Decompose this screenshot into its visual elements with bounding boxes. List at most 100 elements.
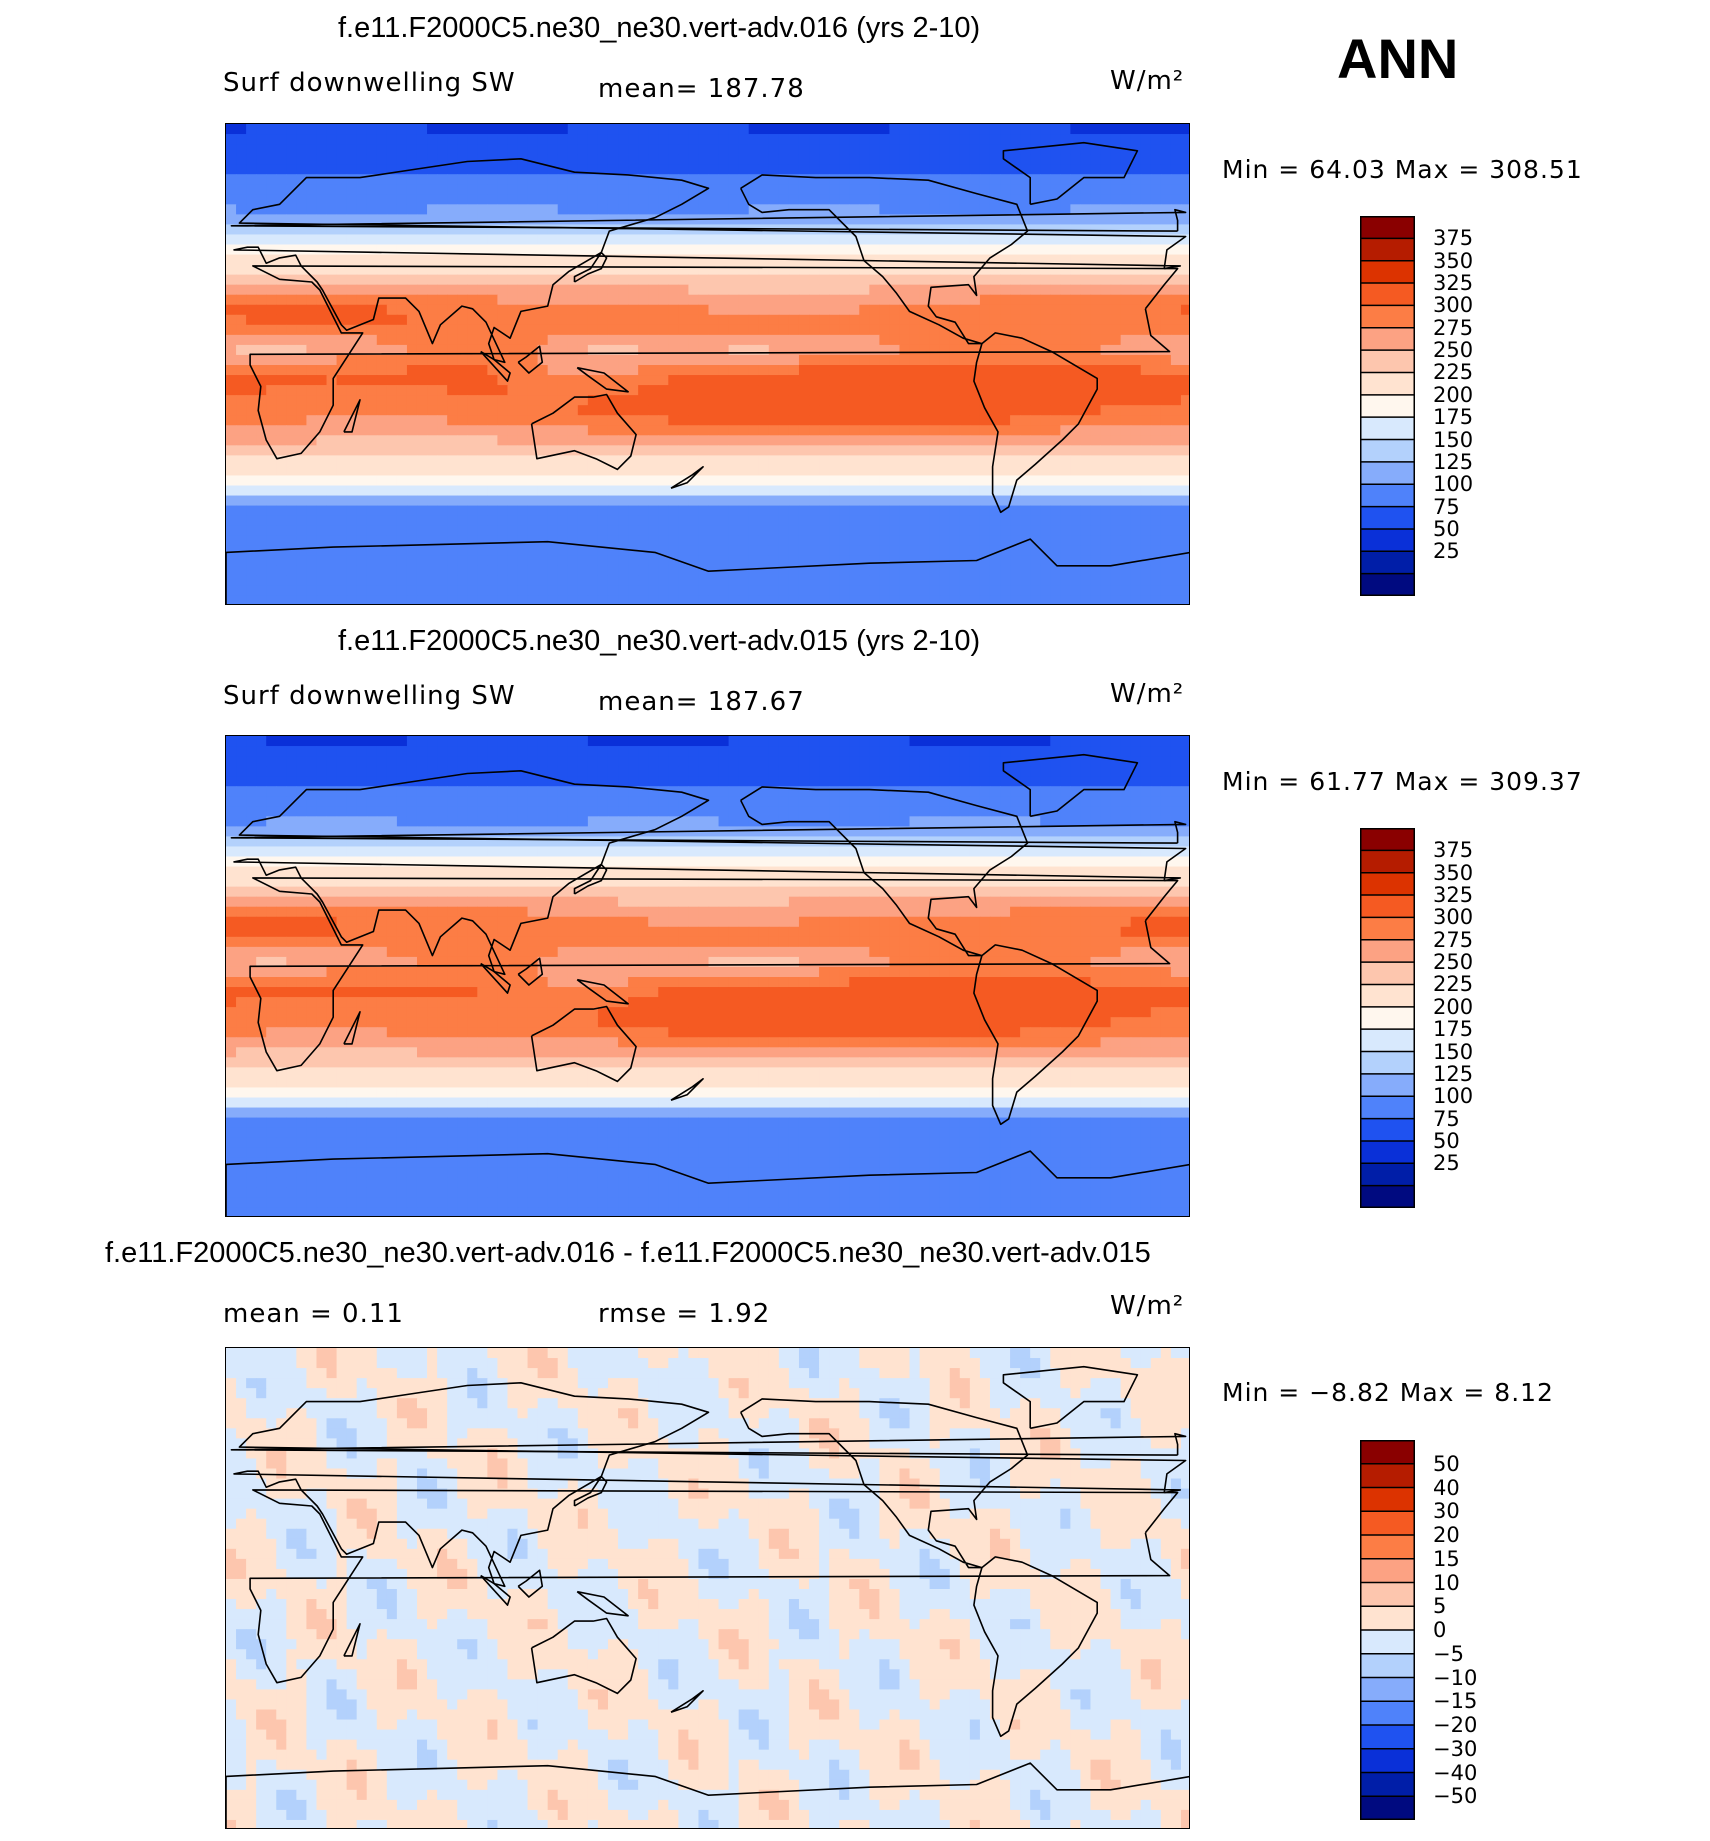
field-cell [1140, 545, 1152, 557]
field-cell [798, 435, 810, 446]
field-cell [346, 304, 358, 316]
field-cell [396, 174, 408, 185]
field-cell [507, 284, 519, 296]
field-cell [738, 385, 750, 396]
field-cell [1020, 124, 1031, 135]
field-cell [959, 545, 971, 557]
field-cell [497, 124, 509, 135]
field-cell [286, 545, 297, 557]
field-cell [788, 385, 800, 396]
field-cell [1000, 555, 1011, 567]
field-cell [437, 756, 448, 767]
field-cell [778, 585, 790, 597]
field-cell [416, 375, 428, 386]
field-cell [768, 385, 780, 396]
field-cell [648, 254, 659, 266]
field-cell [849, 174, 860, 185]
field-cell [346, 545, 358, 557]
field-cell [256, 234, 267, 246]
field-cell [336, 174, 348, 185]
field-cell [527, 405, 539, 416]
field-cell [587, 485, 599, 497]
field-cell [396, 365, 408, 376]
field-cell [286, 204, 297, 215]
field-cell [316, 304, 328, 316]
field-cell [326, 465, 338, 477]
field-cell [919, 435, 931, 446]
field-cell [778, 505, 790, 517]
field-cell [396, 354, 408, 366]
field-cell [979, 585, 991, 597]
field-cell [728, 254, 740, 266]
field-cell [788, 525, 800, 537]
field-cell [959, 234, 971, 246]
field-cell [607, 264, 619, 276]
field-cell [1130, 585, 1142, 597]
field-cell [607, 505, 619, 517]
field-cell [1170, 375, 1182, 386]
field-cell [346, 164, 358, 175]
colorbar-swatch [1360, 506, 1415, 530]
field-cell [979, 425, 991, 436]
field-cell [688, 294, 700, 306]
field-cell [849, 284, 860, 296]
field-cell [809, 194, 820, 205]
field-cell [748, 425, 760, 436]
field-cell [728, 375, 740, 386]
field-cell [356, 214, 368, 226]
field-cell [1130, 164, 1142, 175]
field-cell [909, 455, 921, 467]
field-cell [507, 254, 519, 266]
field-cell [1060, 234, 1071, 246]
field-cell [748, 324, 760, 336]
field-cell [507, 445, 519, 456]
field-cell [628, 535, 639, 547]
field-cell [537, 254, 549, 266]
field-cell [226, 395, 237, 406]
field-cell [246, 204, 257, 215]
field-cell [517, 525, 529, 537]
field-cell [1070, 264, 1082, 276]
field-cell [879, 184, 891, 195]
field-cell [527, 184, 539, 195]
field-cell [386, 455, 398, 467]
field-cell [688, 314, 700, 326]
field-cell [939, 535, 951, 547]
field-cell [1060, 375, 1071, 386]
field-cell [809, 465, 820, 477]
field-cell [638, 174, 649, 185]
field-cell [718, 254, 730, 266]
field-cell [316, 324, 328, 336]
field-cell [969, 565, 981, 577]
field-cell [356, 294, 368, 306]
field-cell [909, 555, 921, 567]
field-cell [688, 445, 700, 456]
field-cell [557, 485, 569, 497]
field-cell [678, 746, 689, 757]
field-cell [889, 334, 901, 346]
field-cell [768, 144, 780, 155]
field-cell [628, 164, 639, 175]
field-cell [346, 284, 358, 296]
field-cell [557, 214, 569, 226]
field-cell [688, 184, 700, 195]
field-cell [628, 284, 639, 296]
field-cell [628, 435, 639, 446]
field-cell [1000, 495, 1011, 507]
field-cell [1150, 425, 1162, 436]
field-cell [1140, 294, 1152, 306]
field-cell [527, 334, 539, 346]
field-cell [688, 415, 700, 426]
field-cell [718, 365, 730, 376]
field-cell [859, 385, 870, 396]
field-cell [909, 395, 921, 406]
field-cell [1170, 475, 1182, 487]
field-cell [517, 445, 529, 456]
field-cell [618, 545, 629, 557]
field-cell [1070, 385, 1082, 396]
field-cell [768, 314, 780, 326]
field-cell [1030, 736, 1041, 747]
field-cell [969, 475, 981, 487]
field-cell [859, 575, 870, 587]
field-cell [597, 545, 609, 557]
